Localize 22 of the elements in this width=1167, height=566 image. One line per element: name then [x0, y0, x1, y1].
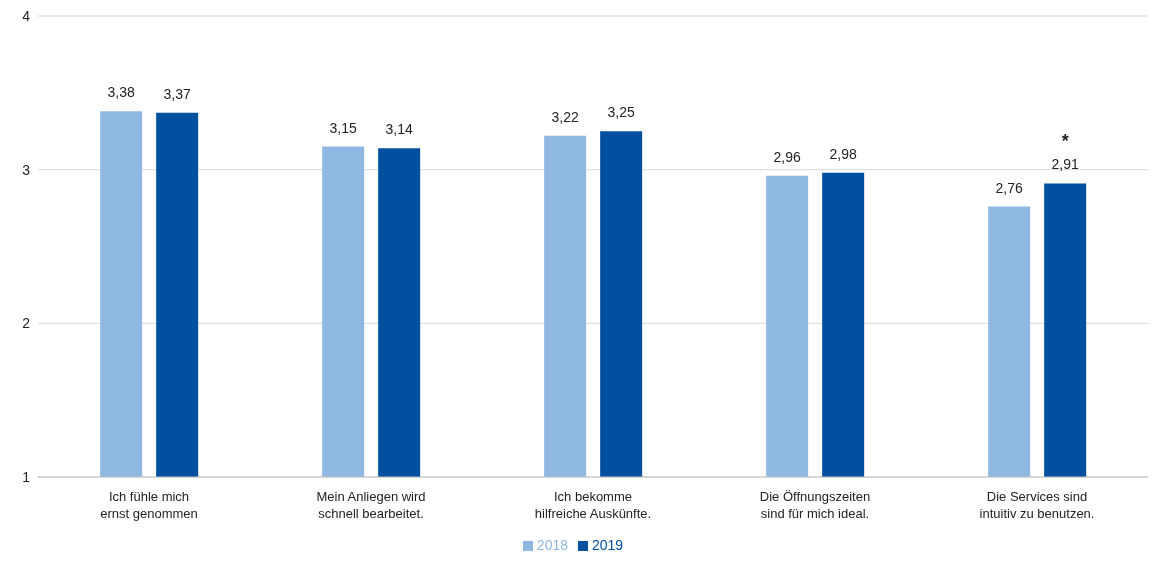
legend-label: 2019: [592, 537, 624, 553]
annotation: *: [1061, 131, 1069, 152]
data-label: 3,22: [551, 108, 579, 125]
data-label: 2,76: [995, 179, 1023, 196]
y-tick-label: 2: [22, 315, 31, 332]
data-label: 2,96: [773, 148, 801, 165]
x-tick-label: Die Services sind intuitiv zu benutzen.: [979, 489, 1095, 521]
y-tick-label: 3: [22, 161, 31, 178]
data-label: 3,15: [329, 119, 357, 136]
data-label: 3,38: [107, 84, 135, 101]
y-tick-label: 4: [22, 7, 31, 24]
legend-label: 2018: [536, 537, 568, 553]
data-label: 3,14: [385, 121, 413, 138]
y-tick-label: 1: [22, 468, 31, 485]
data-label: 2,91: [1051, 156, 1079, 173]
x-tick-label: Ich bekomme hilfreiche Auskünfte.: [534, 489, 652, 521]
x-tick-label: Die Öffnungszeiten sind für mich ideal.: [759, 489, 871, 521]
x-tick-label: Ich fühle mich ernst genommen: [100, 489, 198, 521]
x-tick-label: Mein Anliegen wird schnell bearbeitet.: [316, 489, 426, 521]
data-label: 3,37: [163, 85, 191, 102]
data-label: 3,25: [607, 104, 635, 121]
data-label: 2,98: [829, 145, 857, 162]
